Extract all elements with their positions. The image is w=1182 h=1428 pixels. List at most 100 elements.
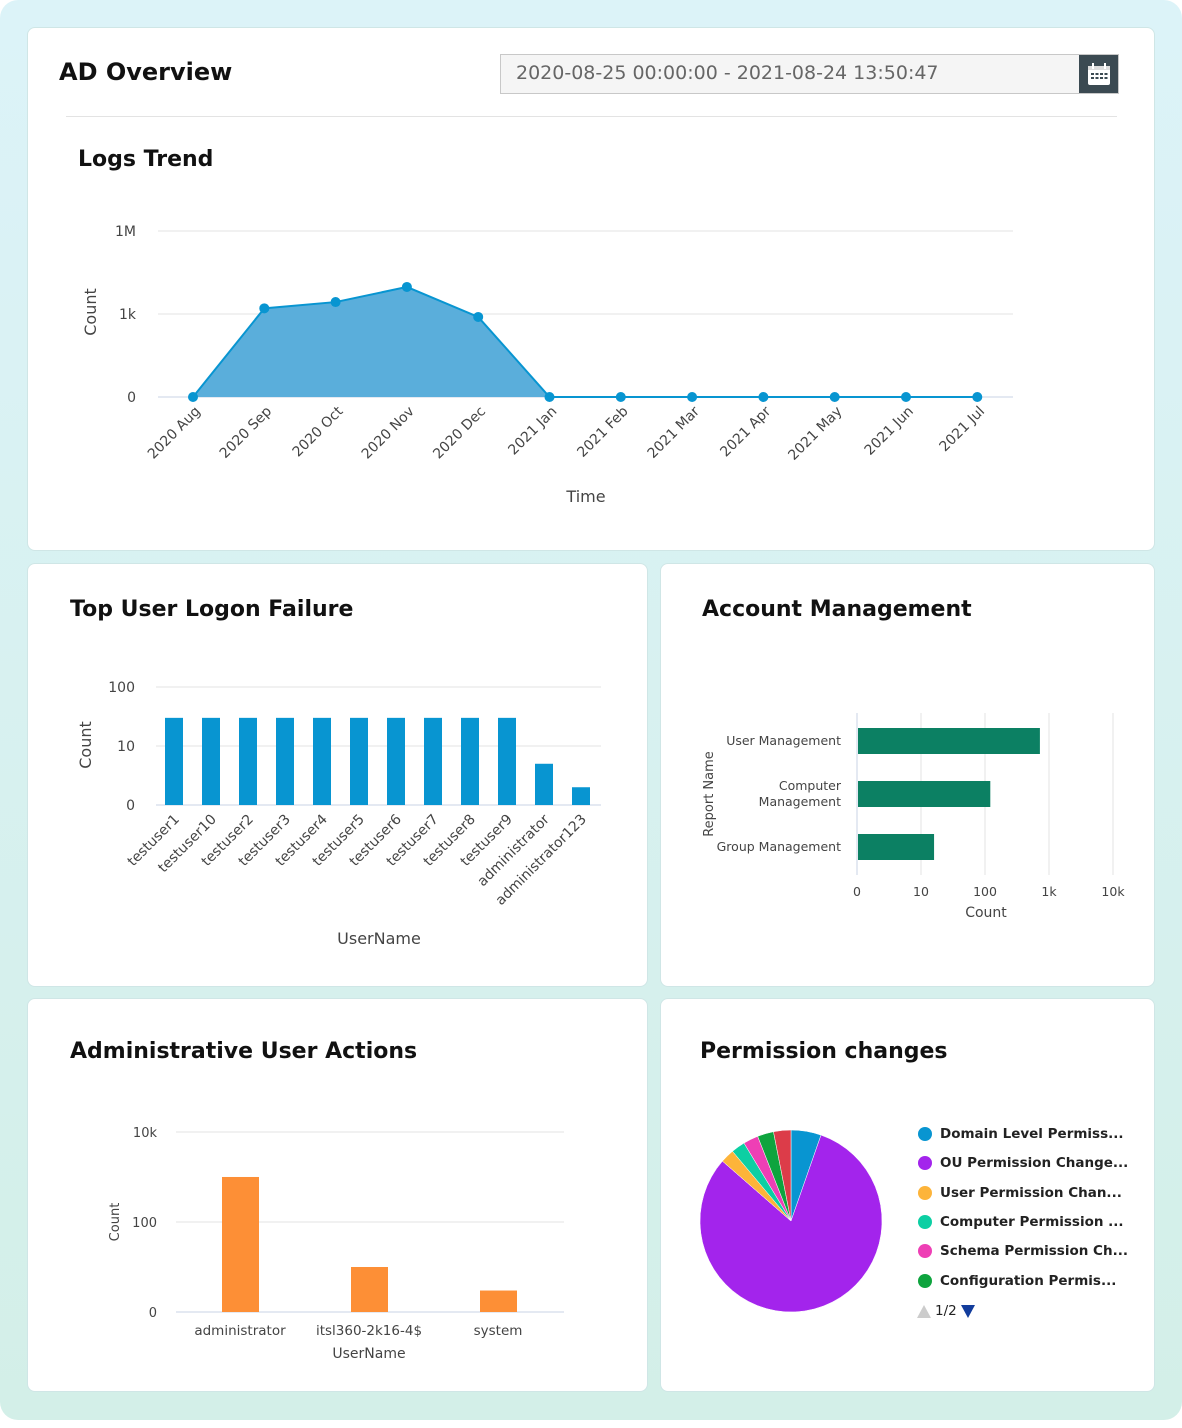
bar (480, 1290, 517, 1312)
bar (351, 1267, 388, 1312)
x-tick-label: 2021 Apr (717, 403, 774, 460)
y-tick-label: 100 (108, 680, 135, 696)
ad-overview-card (27, 27, 1155, 551)
bar (202, 717, 220, 805)
bar (858, 728, 1040, 754)
legend-label: Domain Level Permiss... (940, 1126, 1124, 1142)
bar (165, 717, 183, 805)
bar (535, 763, 553, 805)
y-tick-label: 1k (119, 307, 137, 323)
x-tick-label: 2021 Feb (574, 403, 631, 460)
y-tick-label: User Management (726, 733, 841, 748)
pie-slice (699, 1134, 883, 1313)
bar (239, 717, 257, 805)
logon-failure-title: Top User Logon Failure (70, 597, 354, 622)
legend-label: User Permission Chan... (940, 1184, 1122, 1201)
y-axis-title: Report Name (702, 751, 717, 837)
y-tick-label: 0 (126, 798, 135, 814)
bar (222, 1176, 259, 1312)
legend-label: Schema Permission Ch... (940, 1243, 1128, 1260)
legend-page: 1/2 (935, 1303, 957, 1319)
bar (424, 717, 442, 805)
data-point (829, 392, 840, 402)
x-tick-label: 2021 May (785, 404, 845, 464)
legend-dot-icon (918, 1156, 932, 1171)
y-tick-label: Computer (779, 778, 842, 793)
legend-dot-icon (918, 1214, 932, 1229)
y-tick-label: 100 (132, 1216, 157, 1231)
legend-prev-icon[interactable] (917, 1304, 931, 1318)
logs-trend-title: Logs Trend (78, 147, 214, 172)
account-management-title: Account Management (702, 597, 972, 622)
page-title: AD Overview (59, 58, 233, 86)
admin-actions-card (27, 998, 648, 1392)
x-axis-title: Time (565, 487, 605, 506)
x-tick-label: 2021 Jan (505, 404, 560, 459)
y-tick-label: 0 (149, 1306, 157, 1321)
legend-dot-icon (918, 1273, 932, 1288)
pie-slice (773, 1129, 792, 1222)
data-point (259, 303, 270, 314)
bar (276, 717, 294, 805)
legend-item[interactable]: User Permission Chan... (918, 1185, 1122, 1201)
divider (66, 116, 1117, 117)
y-tick-label: 1M (115, 224, 136, 240)
data-point (901, 392, 911, 402)
admin-actions-chart: 0 100 10k administrator itsl360-2k16-4$ syste… (108, 1126, 564, 1362)
legend-dot-icon (918, 1244, 932, 1259)
date-range-picker[interactable]: 2020-08-25 00:00:00 - 2021-08-24 13:50:4… (500, 54, 1119, 94)
y-axis-title: Count (108, 1203, 123, 1242)
legend-next-icon[interactable] (960, 1304, 975, 1318)
legend-item[interactable]: Domain Level Permiss... (918, 1126, 1124, 1142)
bar (858, 781, 991, 807)
data-point (687, 392, 698, 402)
legend-label: Computer Permission ... (940, 1213, 1124, 1230)
legend-item[interactable]: Schema Permission Ch... (918, 1243, 1128, 1259)
x-tick-label: 2021 Jun (862, 404, 917, 459)
x-tick-label: 2020 Nov (359, 404, 418, 463)
bar (572, 787, 590, 805)
x-tick-label: itsl360-2k16-4$ (316, 1323, 422, 1339)
series-line (192, 285, 978, 398)
data-point (188, 392, 198, 402)
x-tick-label: 10 (913, 884, 929, 899)
y-tick-label: Group Management (717, 839, 841, 854)
calendar-icon[interactable] (1079, 55, 1118, 93)
data-point (473, 311, 484, 322)
permission-pie-chart (699, 1129, 883, 1313)
x-axis-title: UserName (337, 929, 421, 948)
bar (461, 717, 479, 805)
x-tick-label: 0 (853, 884, 861, 899)
logon-failure-chart: 010100testuser1testuser10testuser2testus… (76, 680, 601, 948)
legend-item[interactable]: OU Permission Change... (918, 1155, 1128, 1171)
x-tick-label: 2020 Aug (145, 404, 204, 463)
legend-dot-icon (918, 1185, 932, 1200)
bar (858, 834, 935, 860)
bar (313, 717, 331, 805)
data-point (330, 297, 341, 308)
x-axis-title: Count (965, 905, 1007, 921)
data-point (544, 392, 555, 402)
x-tick-label: administrator (194, 1323, 286, 1339)
y-tick-label: 10 (117, 739, 135, 755)
permission-changes-title: Permission changes (700, 1039, 948, 1064)
x-axis-title: UserName (332, 1346, 405, 1362)
x-tick-label: 2021 Jul (937, 404, 989, 456)
legend-item[interactable]: Configuration Permis... (918, 1273, 1116, 1289)
legend-label: OU Permission Change... (940, 1155, 1129, 1172)
legend-pager: 1/2 (917, 1303, 975, 1319)
x-tick-label: 2020 Dec (430, 404, 489, 463)
x-tick-label: 2021 Mar (645, 403, 704, 462)
date-range-value: 2020-08-25 00:00:00 - 2021-08-24 13:50:4… (516, 62, 939, 84)
data-point (972, 392, 983, 402)
y-tick-label: Management (759, 794, 841, 809)
y-axis-title: Count (81, 288, 100, 336)
admin-actions-title: Administrative User Actions (70, 1039, 418, 1064)
bar (498, 717, 516, 805)
bar (387, 717, 405, 805)
legend-item[interactable]: Computer Permission ... (918, 1214, 1124, 1230)
y-tick-label: 10k (133, 1126, 158, 1141)
legend-dot-icon (918, 1127, 932, 1141)
account-management-chart: 0 10 100 1k 10k User Management ComputerManage… (702, 713, 1125, 921)
